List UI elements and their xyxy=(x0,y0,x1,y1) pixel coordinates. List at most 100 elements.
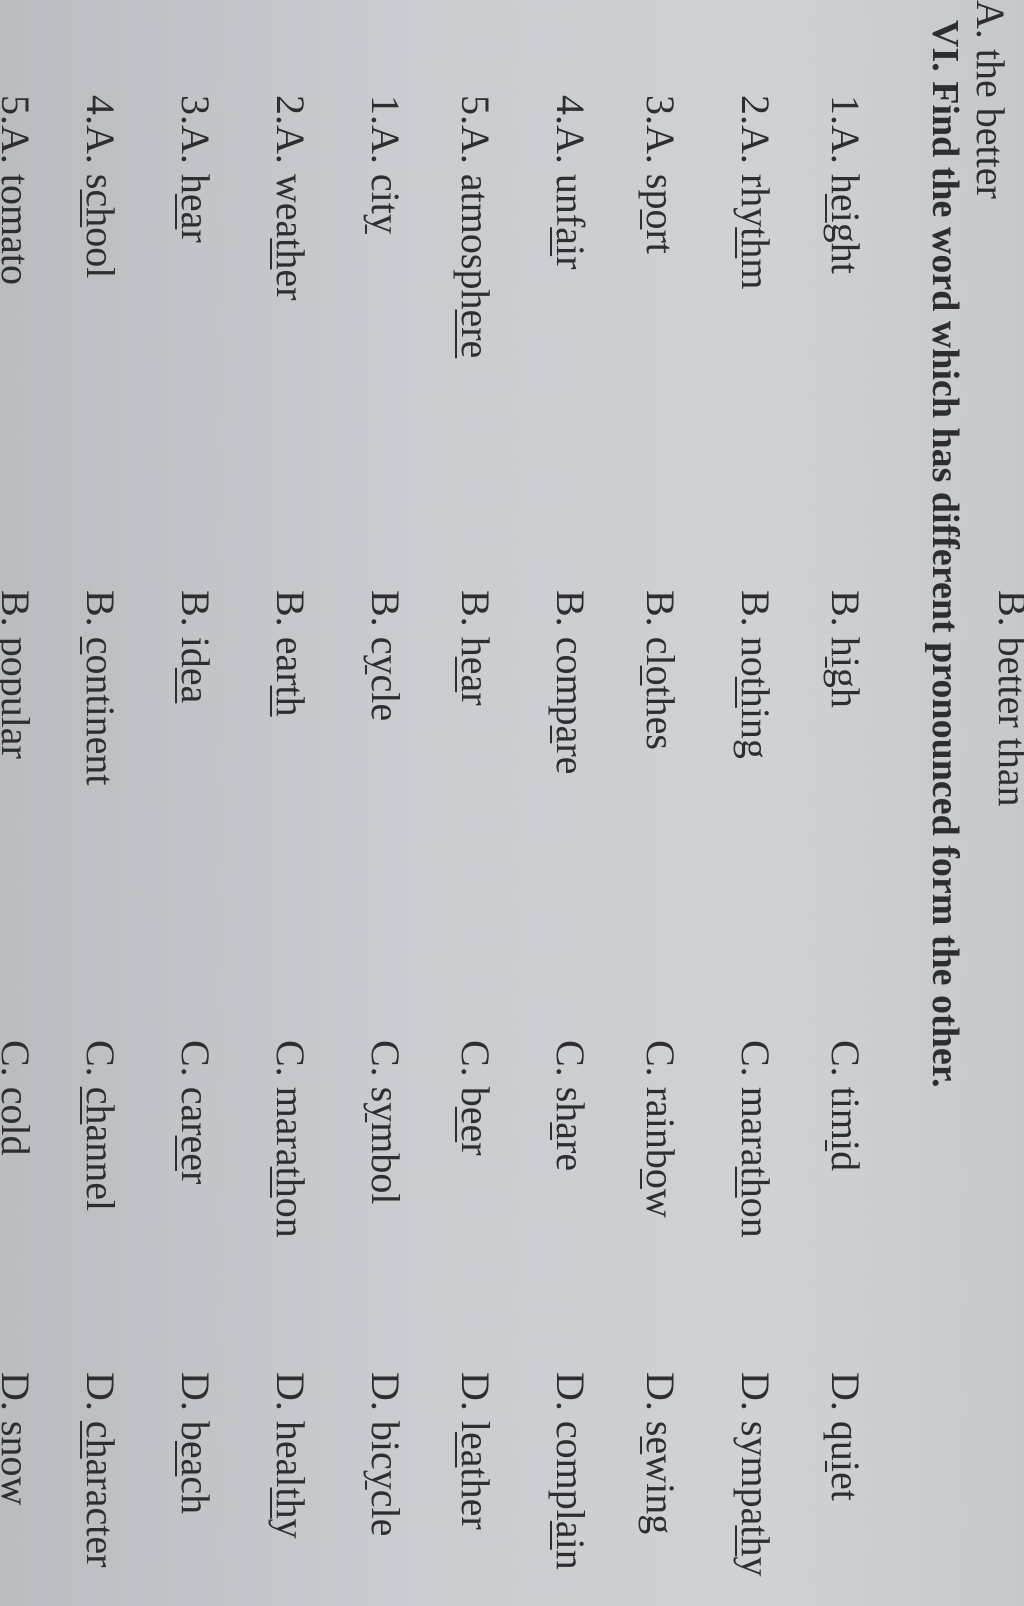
underlined-part: y xyxy=(363,1469,408,1490)
previous-question-line: A. the better B. better than xyxy=(968,0,1024,1586)
answer-option: B. clothes xyxy=(638,590,683,750)
option-a: A. the better xyxy=(968,0,1013,199)
answer-option: D. quiet xyxy=(823,1372,868,1501)
word-part: mbol xyxy=(363,1122,408,1205)
word-part: ool xyxy=(78,227,123,279)
option-letter: B. xyxy=(453,590,498,627)
answer-option: A. tomato xyxy=(0,125,38,285)
underlined-part: i xyxy=(823,1140,868,1152)
option-letter: D. xyxy=(0,1372,38,1411)
answer-option: B. continent xyxy=(78,590,123,786)
question-row: 3. A. hear B. idea C. career D. beach xyxy=(173,0,218,1586)
option-letter: C. xyxy=(0,1040,38,1077)
question-number: 2. xyxy=(733,95,778,125)
underlined-part: ch xyxy=(78,189,123,228)
answer-option: C. share xyxy=(548,1040,593,1171)
word-part: w xyxy=(638,1188,683,1218)
word-part: ontinent xyxy=(78,654,123,786)
answer-option: A. atmosphere xyxy=(453,125,498,359)
answer-option: D. sewing xyxy=(638,1372,683,1534)
word-part: sh xyxy=(548,1086,593,1123)
option-letter: D. xyxy=(173,1372,218,1411)
answer-option: B. compare xyxy=(548,590,593,774)
option-letter: B. xyxy=(823,590,868,627)
underlined-part: i xyxy=(823,656,868,668)
word-part: r xyxy=(548,256,593,270)
underlined-part: a xyxy=(548,725,593,744)
word-part: ch xyxy=(173,1476,218,1515)
underlined-part: o xyxy=(638,1168,683,1189)
question-row: 5. A. tomato B. popular C. cold D. snow xyxy=(0,0,38,1586)
underlined-part: th xyxy=(733,1525,778,1557)
word-part: cle xyxy=(363,1489,408,1537)
word-part: mara xyxy=(268,1086,313,1167)
word-part: compl xyxy=(548,1420,593,1521)
word-part: h xyxy=(173,173,218,194)
option-letter: A. xyxy=(453,125,498,164)
word-part: y xyxy=(733,1556,778,1577)
underlined-part: i xyxy=(823,1460,868,1473)
option-letter: A. xyxy=(363,125,408,164)
option-letter: C. xyxy=(548,1040,593,1077)
word-part: popular xyxy=(0,636,38,759)
option-letter: D. xyxy=(548,1372,593,1411)
underlined-part: th xyxy=(268,685,313,717)
word-part: l xyxy=(453,1420,498,1433)
answer-option: B. nothing xyxy=(733,590,778,759)
option-letter: D. xyxy=(823,1372,868,1411)
word-part: qu xyxy=(823,1420,868,1461)
word-part: annel xyxy=(78,1124,123,1212)
option-letter: C. xyxy=(363,1040,408,1077)
underlined-part: ee xyxy=(453,1106,498,1143)
word-part: heal xyxy=(268,1420,313,1488)
option-letter: B. xyxy=(0,590,38,627)
word-part: wea xyxy=(268,173,313,239)
answer-option: C. rainbow xyxy=(638,1040,683,1218)
option-letter: D. xyxy=(733,1372,778,1411)
question-number: 4. xyxy=(548,95,593,125)
option-letter: A. xyxy=(268,125,313,164)
word-part: et xyxy=(823,1472,868,1501)
underlined-part: o xyxy=(638,209,683,230)
question-number: 2. xyxy=(268,95,313,125)
word-part: car xyxy=(173,1086,218,1136)
word-part: aracter xyxy=(78,1458,123,1568)
option-letter: A. xyxy=(0,125,38,164)
question-row: 2. A. weather B. earth C. marathon D. health… xyxy=(268,0,313,1586)
answer-option: A. height xyxy=(823,125,868,274)
answer-option: C. marathon xyxy=(733,1040,778,1238)
word-part: no xyxy=(733,636,778,677)
underlined-part: ere xyxy=(453,309,498,359)
option-letter: D. xyxy=(453,1372,498,1411)
word-part: d xyxy=(823,1151,868,1172)
underlined-part: ai xyxy=(548,1520,593,1550)
answer-option: D. snow xyxy=(0,1372,38,1505)
option-letter: A. xyxy=(733,125,778,164)
word-part: atmosph xyxy=(453,173,498,310)
underlined-part: ea xyxy=(173,1440,218,1477)
question-row: 4. A. school B. continent C. channel D. char… xyxy=(78,0,123,1586)
word-part: n xyxy=(548,1549,593,1570)
answer-option: C. marathon xyxy=(268,1040,313,1238)
word-part: tim xyxy=(823,1086,868,1141)
answer-option: C. channel xyxy=(78,1040,123,1212)
word-part: cl xyxy=(638,636,683,666)
underlined-part: ea xyxy=(173,667,218,704)
word-part: y xyxy=(268,1518,313,1539)
answer-option: D. leather xyxy=(453,1372,498,1530)
option-letter: B. xyxy=(173,590,218,627)
option-b: B. better than xyxy=(990,590,1024,807)
word-part: s xyxy=(638,1420,683,1437)
word-part: h xyxy=(823,636,868,657)
underlined-part: c xyxy=(78,636,123,655)
underlined-part: y xyxy=(363,213,408,234)
option-letter: A. xyxy=(638,125,683,164)
answer-option: A. city xyxy=(363,125,408,234)
word-part: on xyxy=(268,1197,313,1238)
answer-option: C. timid xyxy=(823,1040,868,1172)
word-part: sympa xyxy=(733,1420,778,1526)
option-letter: A. xyxy=(823,125,868,164)
underlined-part: th xyxy=(733,227,778,259)
option-letter: C. xyxy=(638,1040,683,1077)
option-letter: A. xyxy=(548,125,593,164)
